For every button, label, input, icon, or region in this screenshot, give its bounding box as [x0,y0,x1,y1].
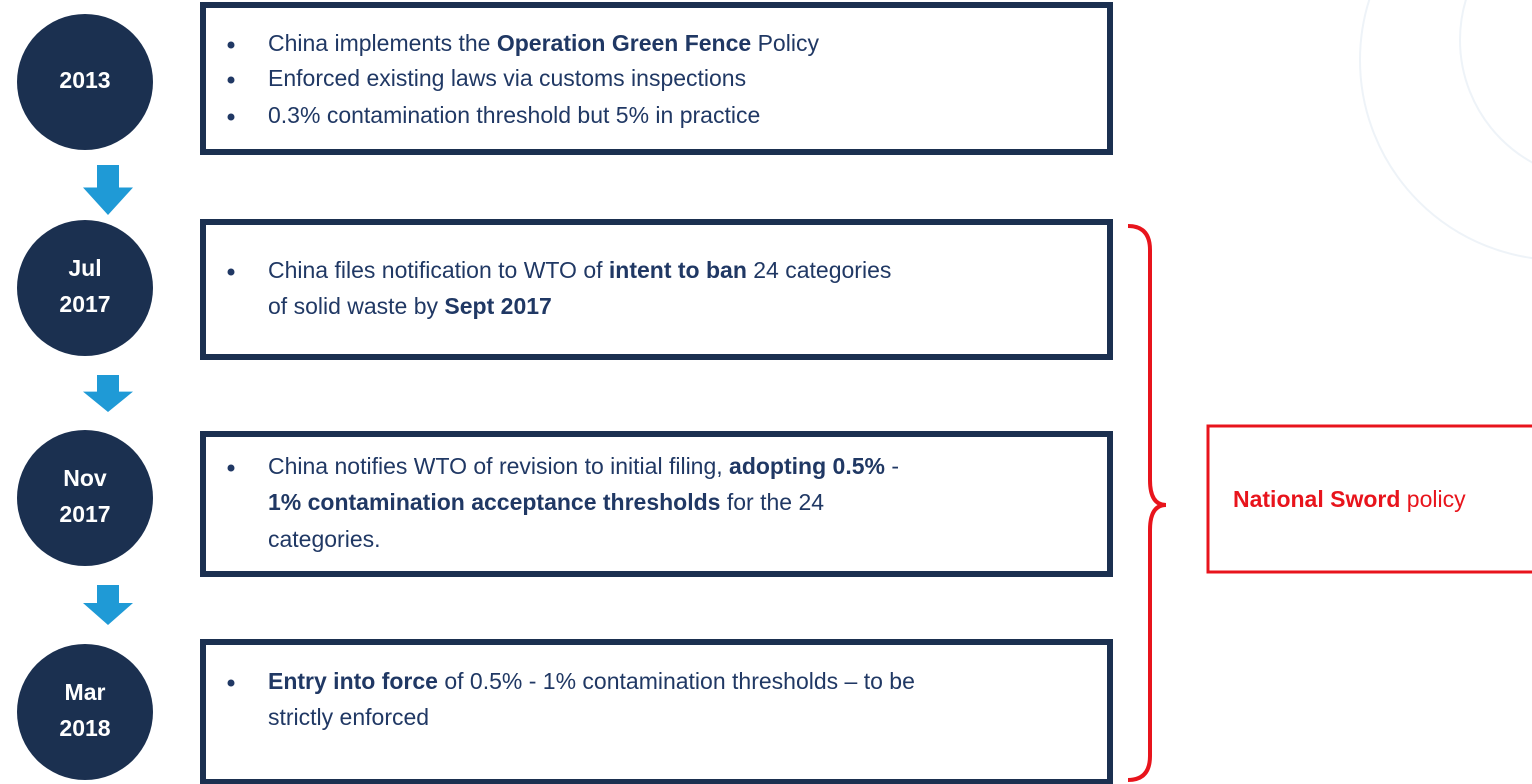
date-label: Nov [63,465,107,491]
bracket [1127,224,1167,782]
date-circle [17,430,153,566]
text-run: adopting 0.5% [729,453,885,479]
text-run: 1% contamination acceptance thresholds [268,489,720,515]
text-run: China files notification to WTO of [268,257,609,283]
date-circle [17,220,153,356]
text-run: 0.3% contamination threshold but 5% in p… [268,102,760,128]
text-run: - [885,453,899,479]
bullet-text: China implements the Operation Green Fen… [268,30,819,56]
bullet [227,41,235,49]
background-arcs [1359,0,1532,259]
text-run: Sept 2017 [444,293,551,319]
date-label: 2013 [59,67,110,93]
bracket-label: National Sword policy [1233,486,1466,512]
date-label: 2017 [59,291,110,317]
event-box [200,2,1113,155]
bullet-text: 1% contamination acceptance thresholds f… [268,489,824,515]
text-run: National Sword [1233,486,1400,512]
date-label: 2018 [59,715,110,741]
bullet [227,76,235,84]
text-run: for the 24 [720,489,824,515]
text-run: intent to ban [609,257,747,283]
date-circle [17,14,153,150]
text-run: Enforced existing laws via customs inspe… [268,65,746,91]
text-run: China notifies WTO of revision to initia… [268,453,729,479]
bullet [227,679,235,687]
bullet-text: Enforced existing laws via customs inspe… [268,65,746,91]
bracket-label-box [1206,424,1532,574]
bullet-text: categories. [268,526,381,552]
date-label: Jul [68,255,101,281]
text-run: categories. [268,526,381,552]
bullet-text: strictly enforced [268,704,429,730]
text-run: Operation Green Fence [497,30,751,56]
bullet [227,113,235,121]
text-run: Policy [751,30,819,56]
date-circle [17,644,153,780]
event-box [200,431,1113,577]
bullet-text: 0.3% contamination threshold but 5% in p… [268,102,760,128]
bullet-text: China notifies WTO of revision to initia… [268,453,899,479]
text-run: Entry into force [268,668,438,694]
down-arrow [83,165,133,215]
text-run: China implements the [268,30,497,56]
bullet-text: of solid waste by Sept 2017 [268,293,552,319]
bullet-text: Entry into force of 0.5% - 1% contaminat… [268,668,915,694]
down-arrow [83,375,133,412]
bullet [227,464,235,472]
down-arrow [83,585,133,625]
bullet [227,268,235,276]
event-box [200,639,1113,784]
text-run: policy [1400,486,1466,512]
text-run: of solid waste by [268,293,444,319]
date-label: 2017 [59,501,110,527]
event-box [200,219,1113,360]
text-run: strictly enforced [268,704,429,730]
bullet-text: China files notification to WTO of inten… [268,257,891,283]
text-run: 24 categories [747,257,891,283]
date-label: Mar [65,679,106,705]
text-run: of 0.5% - 1% contamination thresholds – … [438,668,915,694]
